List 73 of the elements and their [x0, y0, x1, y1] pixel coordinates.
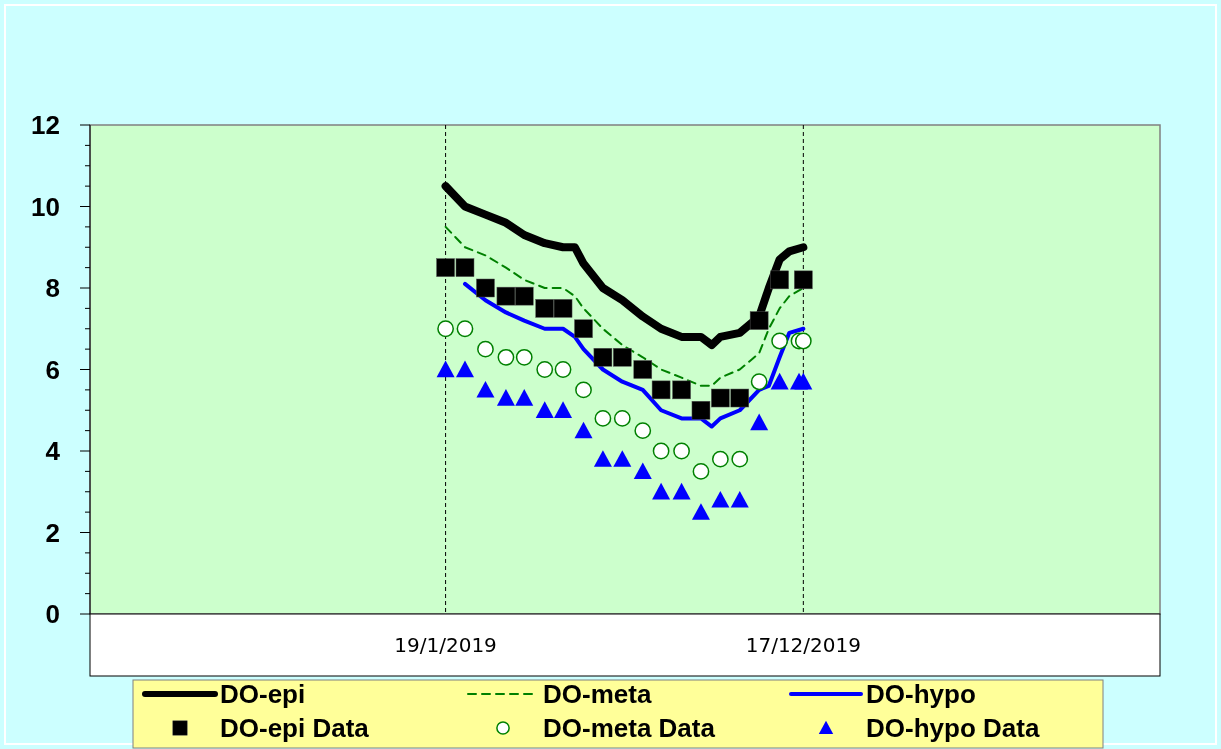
point	[515, 348, 533, 366]
point	[594, 410, 612, 427]
point	[730, 490, 749, 508]
point	[437, 320, 454, 338]
point	[731, 450, 749, 468]
point	[613, 410, 631, 427]
point	[535, 401, 554, 418]
y-tick-label: 0	[45, 599, 60, 629]
point	[553, 299, 573, 318]
point	[476, 278, 495, 298]
point	[497, 348, 515, 366]
y-tick-label: 4	[45, 436, 61, 466]
point	[575, 381, 592, 399]
y-tick-label: 12	[31, 110, 60, 140]
point	[794, 332, 812, 350]
point	[436, 258, 455, 277]
point	[455, 360, 474, 378]
point	[613, 348, 632, 367]
point	[593, 348, 613, 367]
point	[652, 482, 671, 500]
legend-label: DO-meta	[543, 679, 652, 709]
point	[593, 450, 612, 467]
point	[750, 373, 768, 391]
legend-label: DO-epi	[220, 679, 306, 709]
point	[574, 319, 593, 338]
point	[633, 360, 653, 379]
point	[711, 388, 730, 408]
point	[554, 361, 572, 378]
point	[496, 286, 516, 306]
point	[436, 360, 455, 378]
x-tick-label: 19/1/2019	[394, 633, 497, 657]
point	[455, 258, 475, 277]
point	[794, 372, 813, 390]
point	[633, 462, 652, 480]
legend-label: DO-meta Data	[543, 713, 716, 743]
point	[535, 299, 554, 318]
point	[515, 286, 534, 306]
point	[515, 389, 534, 406]
point	[711, 450, 729, 468]
point	[634, 422, 652, 440]
point	[794, 270, 813, 290]
point	[749, 311, 769, 330]
line-series	[462, 281, 806, 429]
y-tick-label: 6	[45, 354, 60, 385]
legend-label: DO-hypo Data	[866, 713, 1040, 743]
point	[730, 388, 750, 408]
point	[456, 320, 474, 338]
point	[477, 340, 494, 358]
y-tick-label: 10	[31, 191, 60, 222]
point	[692, 462, 710, 480]
point	[613, 450, 632, 467]
point	[691, 503, 710, 520]
point	[496, 389, 515, 406]
point	[652, 442, 670, 460]
legend-label: DO-hypo	[866, 679, 976, 709]
point	[771, 332, 789, 350]
y-tick-label: 8	[45, 273, 60, 303]
point	[711, 490, 730, 508]
point	[691, 401, 711, 420]
point	[770, 270, 789, 290]
point	[554, 401, 573, 418]
point	[574, 421, 593, 439]
point	[476, 380, 495, 398]
point	[536, 361, 554, 378]
point	[672, 380, 691, 400]
y-tick-label: 2	[45, 517, 60, 548]
point	[673, 442, 690, 460]
x-tick-label: 17/12/2019	[745, 633, 861, 657]
legend-label: DO-epi Data	[220, 713, 370, 743]
point	[651, 380, 671, 400]
point	[750, 413, 769, 431]
point	[770, 372, 789, 390]
point	[672, 482, 691, 500]
